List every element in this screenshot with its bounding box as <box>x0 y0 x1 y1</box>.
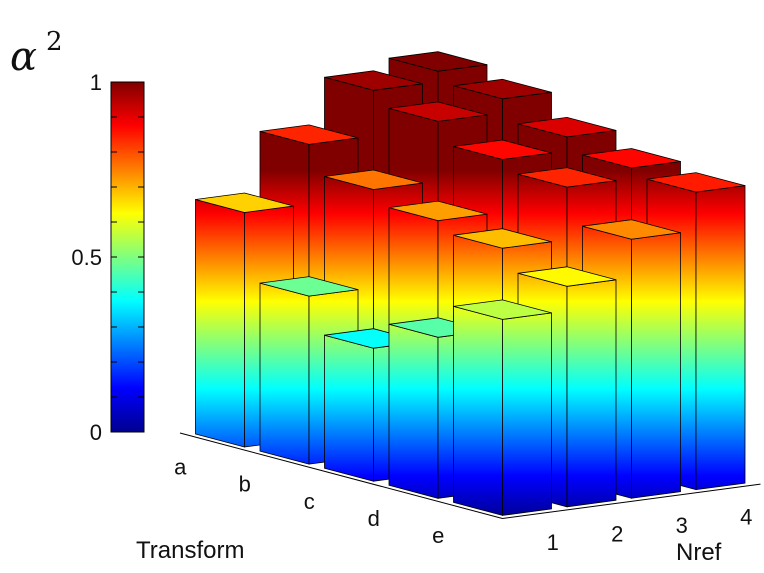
z-tick-label: 0 <box>90 420 102 445</box>
bar-left-face <box>453 305 503 516</box>
nref-tick-label: 3 <box>676 513 688 538</box>
bar-top-face <box>453 139 552 160</box>
bar-top-face <box>517 116 617 138</box>
bar-left-face <box>259 282 310 465</box>
bar-top-face <box>388 101 488 122</box>
nref-tick-label: 4 <box>740 504 752 529</box>
bar-front-face <box>502 312 552 516</box>
bar-e-1 <box>453 299 552 516</box>
nref-tick-label: 2 <box>611 522 623 547</box>
bar-front-face <box>695 185 746 491</box>
bar-top-face <box>324 70 423 91</box>
bar-top-face <box>453 78 552 100</box>
bar-top-face <box>453 228 552 249</box>
bar-top-face <box>388 51 488 72</box>
z-axis-label: α <box>10 34 37 80</box>
bar-top-face <box>324 169 423 190</box>
transform-tick-label: a <box>174 455 187 480</box>
z-tick-label: 1 <box>90 70 102 95</box>
z-axis-label-superscript: 2 <box>46 27 63 57</box>
nref-axis-line <box>502 483 761 519</box>
bar-front-face <box>566 279 617 508</box>
bar-top-face <box>582 219 681 240</box>
bar-left-face <box>195 198 245 448</box>
transform-tick-label: e <box>432 523 444 548</box>
bar-top-face <box>517 266 617 287</box>
transform-tick-label: c <box>304 489 315 514</box>
bar-top-face <box>195 192 294 213</box>
bar-top-face <box>453 299 552 320</box>
colorbar <box>110 81 145 433</box>
transform-tick-label: d <box>368 506 380 531</box>
x-axis-label: Transform <box>136 537 244 564</box>
bar-top-face <box>582 148 681 169</box>
bar-top-face <box>259 276 359 297</box>
bar-top-face <box>646 172 746 193</box>
y-axis-label: Nref <box>676 539 722 566</box>
transform-tick-label: b <box>239 472 251 497</box>
bar-left-face <box>324 334 374 482</box>
bar-left-face <box>388 323 439 499</box>
z-tick-label: 0.5 <box>71 245 102 270</box>
bar-top-face <box>259 124 359 145</box>
bar-top-face <box>517 167 617 188</box>
nref-tick-label: 1 <box>547 530 559 555</box>
transform-axis-line <box>179 432 503 519</box>
bar-top-face <box>388 200 488 222</box>
bar-front-face <box>631 232 681 499</box>
